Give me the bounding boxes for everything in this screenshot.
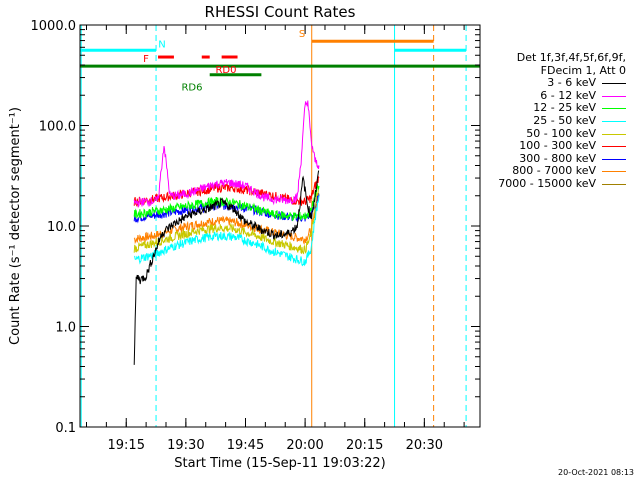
- y-tick-label: 100.0: [39, 120, 76, 135]
- legend-entry-label: 6 - 12 keV: [540, 88, 596, 102]
- legend-swatch: [602, 146, 626, 148]
- y-tick-label: 10.0: [47, 220, 76, 235]
- legend-swatch: [602, 158, 626, 160]
- series-line: [134, 195, 320, 267]
- series-line: [133, 185, 320, 255]
- legend-swatch: [602, 171, 626, 173]
- legend-entry-label: 50 - 100 keV: [526, 126, 596, 140]
- flag-label: F: [143, 54, 149, 65]
- legend-swatch: [602, 95, 626, 97]
- x-tick-label: 20:30: [406, 438, 443, 453]
- legend-swatch: [602, 108, 626, 110]
- x-tick-label: 20:00: [286, 438, 323, 453]
- legend-entry: 300 - 800 keV: [488, 151, 634, 166]
- series-line: [133, 183, 320, 222]
- legend-entry: 800 - 7000 keV: [488, 165, 634, 178]
- legend-header-decimation: FDecim 1, Att 0: [540, 63, 626, 77]
- legend-entry: 6 - 12 keV: [488, 88, 634, 103]
- legend-swatch: [602, 133, 626, 135]
- chart-title: RHESSI Count Rates: [205, 3, 356, 21]
- axes: 0.1 1.0 10.0 100.0 1000.0 19:15 19:30 19:45 20:0…: [31, 19, 480, 453]
- y-axis-label: Count Rate (s⁻¹ detector segment⁻¹): [8, 107, 23, 345]
- y-tick-label: 1000.0: [31, 19, 77, 34]
- legend-swatch: [602, 183, 626, 185]
- series-line: [133, 170, 320, 365]
- legend-entry: 3 - 6 keV: [488, 76, 634, 90]
- flag-label: S: [299, 29, 305, 40]
- flag-label: RD6: [181, 83, 202, 94]
- y-tick-label: 0.1: [55, 421, 76, 436]
- legend-header-detectors: Det 1f,3f,4f,5f,6f,9f,: [516, 51, 626, 64]
- legend-rows: 3 - 6 keV 6 - 12 keV 12 - 25 keV 25 - 50 ke…: [488, 76, 634, 191]
- x-tick-label: 19:15: [108, 438, 145, 453]
- legend-entry: 100 - 300 keV: [488, 139, 634, 153]
- legend-entry-label: 3 - 6 keV: [547, 76, 596, 90]
- flag-label: RD0: [215, 65, 236, 76]
- y-tick-label: 1.0: [55, 321, 76, 336]
- plot-marks: N S F RD0 RD6: [80, 25, 480, 427]
- legend-entry-label: 12 - 25 keV: [533, 101, 596, 115]
- legend-entry: 12 - 25 keV: [488, 102, 634, 115]
- legend: Det 1f,3f,4f,5f,6f,9f, FDecim 1, Att 0 3…: [488, 51, 634, 191]
- flag-label: N: [158, 39, 165, 50]
- legend-swatch: [602, 83, 626, 85]
- x-tick-label: 19:45: [227, 438, 264, 453]
- legend-entry: 50 - 100 keV: [488, 126, 634, 141]
- legend-entry-label: 300 - 800 keV: [519, 151, 596, 165]
- plot-timestamp: 20-Oct-2021 08:13: [558, 468, 634, 477]
- plot-frame: [79, 24, 481, 428]
- legend-entry-label: 100 - 300 keV: [519, 139, 596, 153]
- series-line: [133, 193, 320, 224]
- legend-entry: 7000 - 15000 keV: [488, 176, 634, 191]
- series-line: [133, 100, 320, 208]
- legend-entry: 25 - 50 keV: [488, 113, 634, 128]
- x-axis-label: Start Time (15-Sep-11 19:03:22): [174, 456, 385, 471]
- legend-entry-label: 25 - 50 keV: [533, 113, 596, 127]
- legend-swatch: [602, 120, 626, 122]
- x-tick-label: 19:30: [167, 438, 204, 453]
- legend-entry-label: 7000 - 15000 keV: [498, 176, 596, 190]
- legend-entry-label: 800 - 7000 keV: [512, 164, 596, 178]
- x-tick-label: 20:15: [346, 438, 383, 453]
